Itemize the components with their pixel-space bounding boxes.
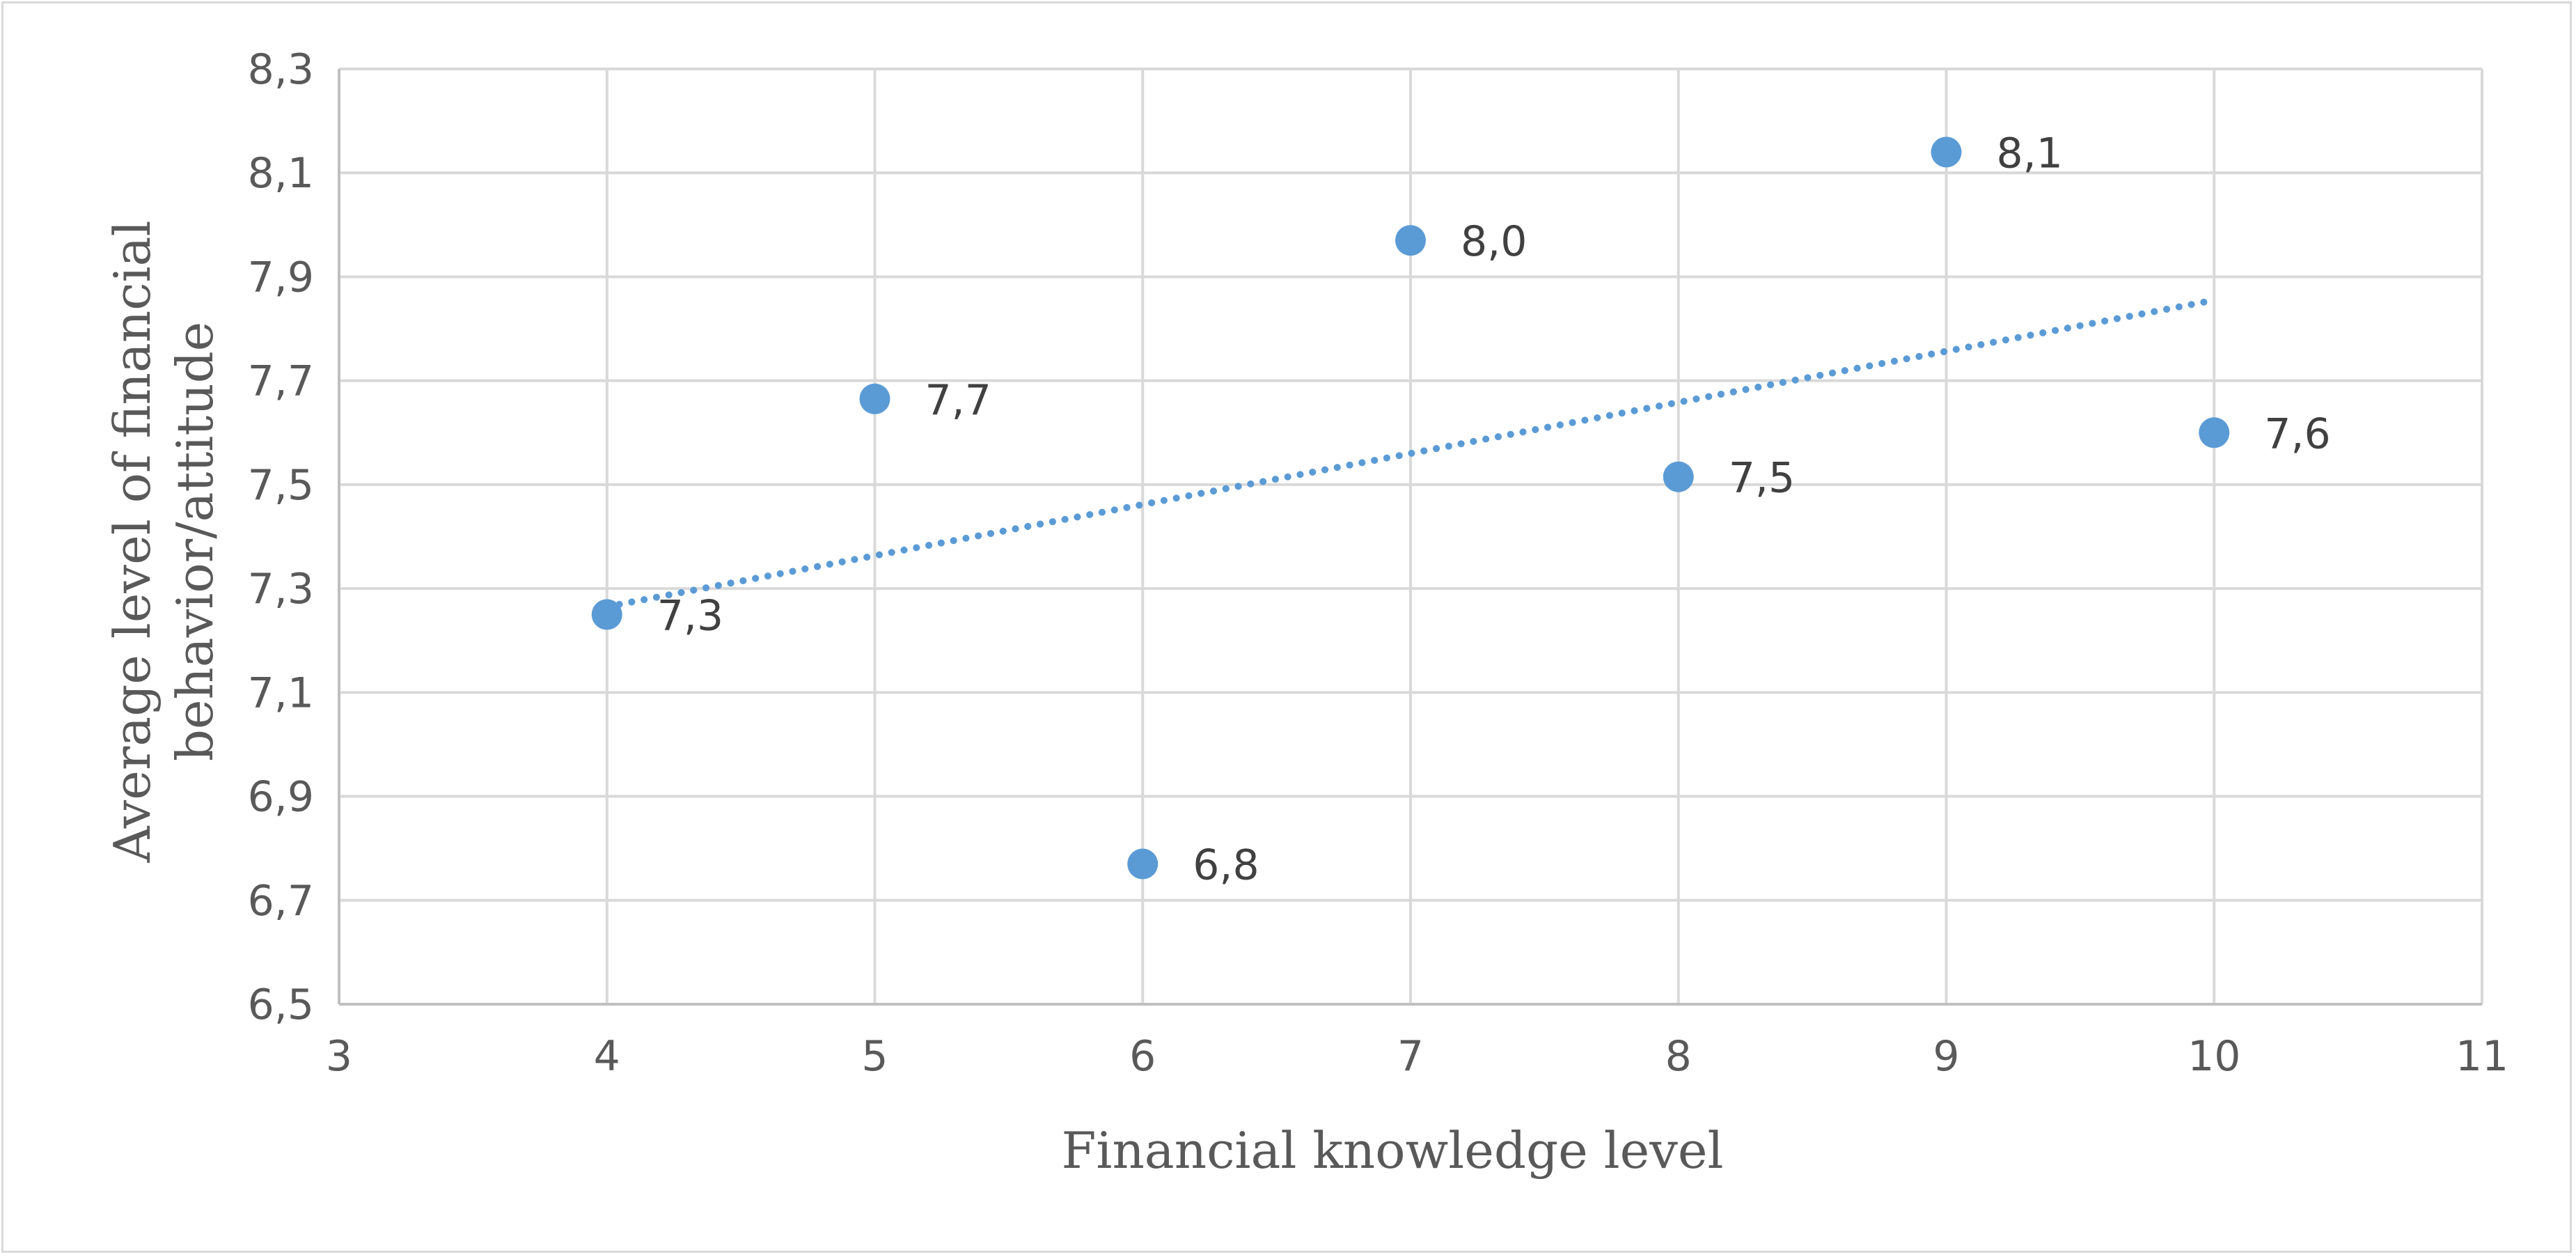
x-tick-label: 7 [1397,1032,1424,1081]
data-label: 7,7 [925,376,991,425]
trendline-layer [603,297,2218,611]
y-axis-title-line: behavior/attitude [166,322,224,762]
data-labels: 7,3 7,7 6,8 8,0 7,5 8,1 7,6 [657,129,2331,889]
x-tick-label: 5 [861,1032,888,1081]
data-label: 7,3 [657,591,723,640]
y-tick-label: 8,1 [248,149,314,198]
y-tick-label: 6,5 [248,981,314,1029]
x-tick-label: 3 [326,1032,352,1081]
y-axis-title: Average level of financialbehavior/attit… [103,220,224,863]
y-tick-label: 7,7 [248,357,314,406]
data-points [591,136,2230,880]
data-point [1395,225,1426,256]
scatter-chart: 7,3 7,7 6,8 8,0 7,5 8,1 7,6 6,5 6,7 6,9 7,1 7,3 7,5… [103,45,2509,1180]
data-label: 7,5 [1729,454,1795,503]
x-tick-label: 4 [594,1032,620,1081]
trendline [603,297,2218,611]
x-axis-title: Financial knowledge level [1061,1121,1723,1180]
data-point [859,383,890,414]
y-tick-label: 6,9 [248,773,314,822]
data-point [1127,848,1159,880]
y-tick-label: 8,3 [248,45,314,94]
axes [338,69,2482,1006]
tick-labels: 6,5 6,7 6,9 7,1 7,3 7,5 7,7 7,9 8,1 8,3 3 4 5 6 7 8 9 10 1… [248,45,2509,1081]
data-point [1663,461,1694,492]
x-tick-label: 8 [1665,1032,1692,1081]
data-point [2199,417,2230,448]
x-tick-label: 6 [1129,1032,1156,1081]
data-label: 8,0 [1461,217,1527,266]
y-tick-label: 7,3 [248,565,314,614]
y-tick-label: 7,9 [248,253,314,302]
data-point [591,599,622,630]
data-label: 8,1 [1997,129,2063,178]
data-label: 7,6 [2264,409,2330,458]
y-tick-label: 7,1 [248,669,314,717]
x-tick-label: 11 [2456,1032,2508,1081]
data-label: 6,8 [1193,841,1259,890]
y-axis-title-line: Average level of financial [103,220,162,863]
grid [339,68,2483,1004]
y-tick-label: 6,7 [248,877,314,926]
y-tick-label: 7,5 [248,461,314,510]
x-tick-label: 10 [2188,1032,2240,1081]
x-tick-label: 9 [1933,1032,1959,1081]
data-point [1931,136,1962,168]
